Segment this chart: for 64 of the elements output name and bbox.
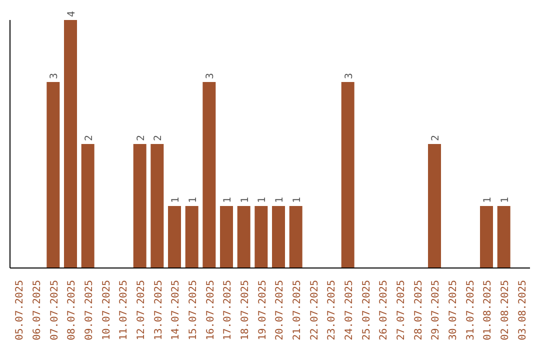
x-tick-label: 12.07.2025 (136, 280, 147, 340)
bar (341, 82, 354, 268)
data-label: 1 (482, 196, 494, 203)
x-tick-label: 21.07.2025 (292, 280, 303, 340)
data-label: 1 (500, 196, 511, 203)
data-label: 1 (240, 196, 251, 203)
x-tick-label: 02.08.2025 (500, 280, 511, 340)
bar (150, 144, 164, 268)
data-label: 1 (222, 196, 234, 203)
x-tick-label: 01.08.2025 (482, 280, 494, 340)
bar (46, 82, 60, 268)
x-tick-label: 28.07.2025 (413, 280, 424, 340)
x-tick-label: 27.07.2025 (396, 280, 407, 340)
x-tick-label: 09.07.2025 (84, 280, 95, 340)
x-tick-label: 20.07.2025 (274, 280, 286, 340)
bar (202, 82, 216, 268)
x-tick-label: 24.07.2025 (344, 280, 355, 340)
x-tick-label: 10.07.2025 (101, 280, 112, 340)
bar (237, 206, 250, 268)
data-label: 1 (274, 196, 286, 203)
x-tick-label: 25.07.2025 (361, 280, 372, 340)
bar (272, 206, 285, 268)
bar (497, 206, 510, 268)
x-tick-label: 14.07.2025 (170, 280, 182, 340)
bar (289, 206, 302, 268)
data-label: 2 (84, 134, 95, 141)
data-label: 2 (153, 134, 164, 141)
x-tick-label: 17.07.2025 (222, 280, 234, 340)
x-tick-label: 13.07.2025 (153, 280, 164, 340)
bar (168, 206, 181, 268)
data-label: 2 (430, 134, 442, 141)
data-label: 1 (257, 196, 268, 203)
bar (480, 206, 493, 268)
bar (133, 144, 146, 268)
data-label: 1 (188, 196, 199, 203)
bar (220, 206, 233, 268)
data-label: 3 (344, 72, 355, 79)
data-label: 1 (170, 196, 182, 203)
x-tick-label: 23.07.2025 (326, 280, 338, 340)
x-tick-label: 08.07.2025 (66, 280, 78, 340)
x-tick-label: 19.07.2025 (257, 280, 268, 340)
data-label: 3 (205, 72, 216, 79)
x-tick-label: 11.07.2025 (118, 280, 130, 340)
x-tick-label: 26.07.2025 (378, 280, 390, 340)
bar (64, 20, 77, 268)
x-tick-label: 31.07.2025 (465, 280, 476, 340)
bar (428, 144, 441, 268)
bar (185, 206, 198, 268)
x-tick-label: 15.07.2025 (188, 280, 199, 340)
data-label: 3 (49, 72, 60, 79)
x-tick-label: 30.07.2025 (448, 280, 459, 340)
x-tick-label: 18.07.2025 (240, 280, 251, 340)
bar (81, 144, 94, 268)
data-label: 1 (292, 196, 303, 203)
bar (254, 206, 268, 268)
x-tick-label: 16.07.2025 (205, 280, 216, 340)
x-tick-label: 06.07.2025 (32, 280, 43, 340)
x-tick-label: 03.08.2025 (517, 280, 528, 340)
x-tick-label: 07.07.2025 (49, 280, 60, 340)
x-tick-label: 29.07.2025 (430, 280, 442, 340)
x-tick-label: 05.07.2025 (14, 280, 26, 340)
x-tick-label: 22.07.2025 (309, 280, 320, 340)
data-label: 2 (136, 134, 147, 141)
data-label: 4 (66, 10, 78, 17)
